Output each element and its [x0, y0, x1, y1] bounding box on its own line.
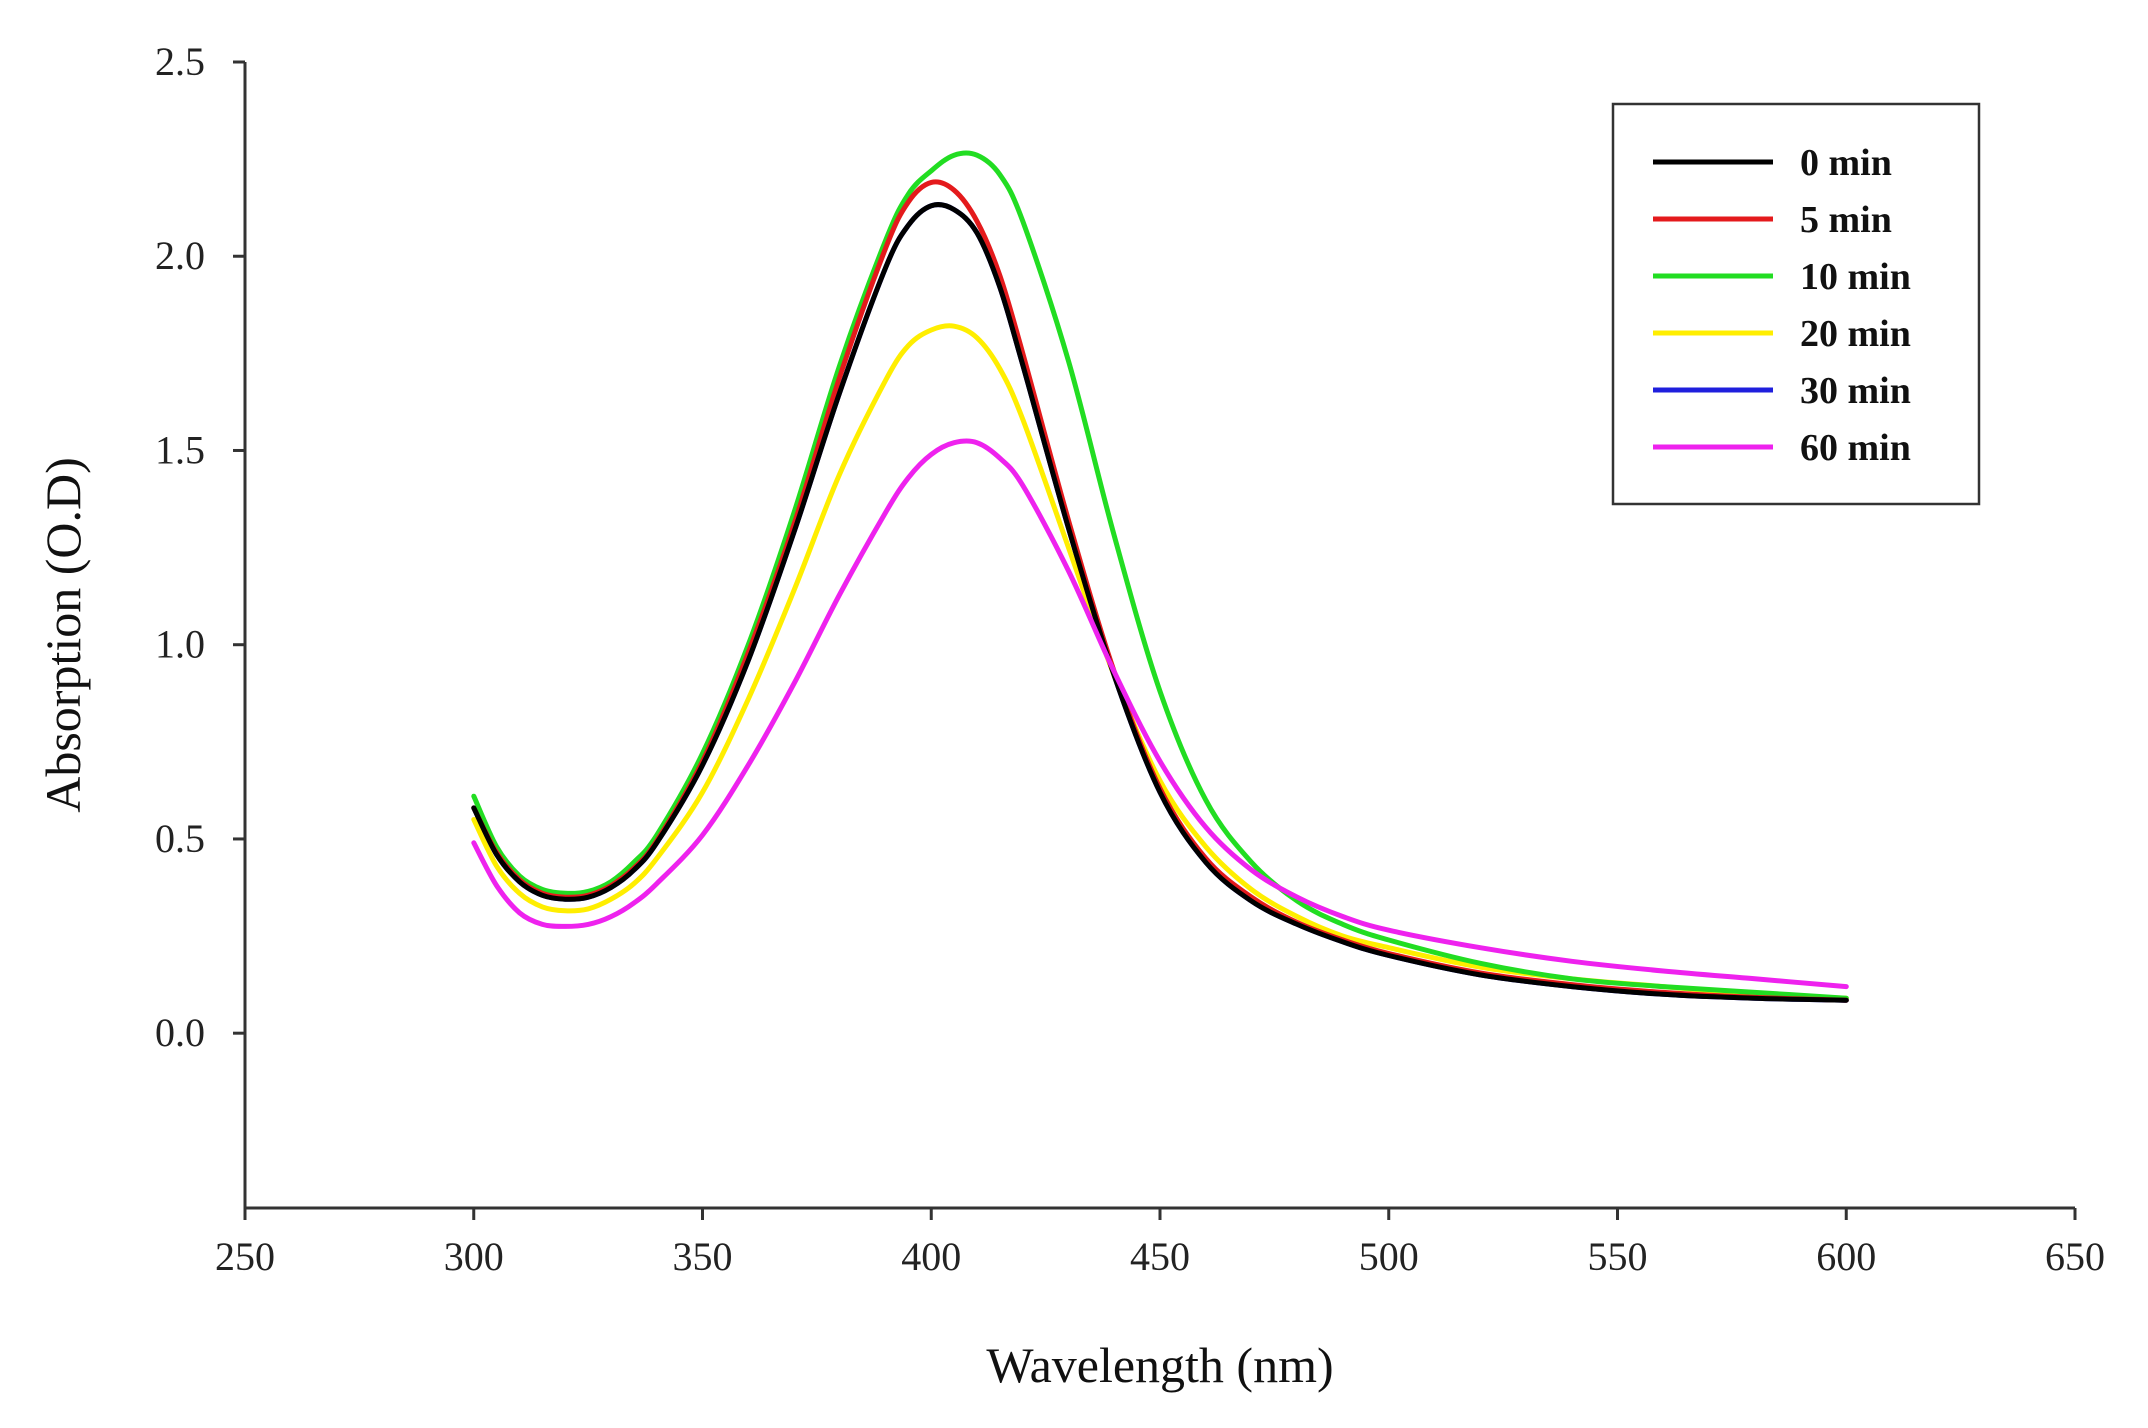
y-tick-label: 0.0 [155, 1010, 205, 1055]
series-line-0-min [471, 202, 1849, 1003]
legend-items: 0 min 5 min 10 min 20 min 30 min 60 min [1653, 142, 1911, 469]
x-tick-label: 650 [2045, 1234, 2105, 1279]
series-lines [471, 150, 1849, 1003]
legend-box [1611, 102, 1981, 506]
y-tick-label: 2.5 [155, 39, 205, 84]
x-tick-label: 400 [901, 1234, 961, 1279]
legend-label: 30 min [1800, 370, 1911, 412]
plot-area: 250 300 350 400 450 500 550 600 650 0.0 0.5 1.0 1.5… [155, 39, 2105, 1279]
x-axis-ticks: 250 300 350 400 450 500 550 600 650 [215, 1208, 2105, 1279]
legend-label: 5 min [1800, 199, 1892, 241]
y-tick-label: 0.5 [155, 816, 205, 861]
series-line-10-min [471, 150, 1849, 1001]
y-axis-title: Absorption (O.D) [35, 457, 91, 813]
x-tick-label: 600 [1816, 1234, 1876, 1279]
y-tick-label: 2.0 [155, 233, 205, 278]
legend-label: 0 min [1800, 142, 1892, 184]
series-line-60-min [471, 438, 1849, 990]
legend-label: 20 min [1800, 313, 1911, 355]
y-axis-ticks: 0.0 0.5 1.0 1.5 2.0 2.5 [155, 39, 245, 1055]
x-tick-label: 450 [1130, 1234, 1190, 1279]
legend-label: 60 min [1800, 427, 1911, 469]
y-tick-label: 1.0 [155, 622, 205, 667]
x-tick-label: 350 [673, 1234, 733, 1279]
x-tick-label: 250 [215, 1234, 275, 1279]
y-tick-label: 1.5 [155, 427, 205, 472]
legend: 0 min 5 min 10 min 20 min 30 min 60 min [1611, 102, 1981, 506]
series-line-20-min [471, 323, 1849, 1001]
x-tick-label: 300 [444, 1234, 504, 1279]
x-tick-label: 550 [1588, 1234, 1648, 1279]
x-axis-title: Wavelength (nm) [986, 1337, 1333, 1393]
x-tick-label: 500 [1359, 1234, 1419, 1279]
legend-label: 10 min [1800, 256, 1911, 298]
